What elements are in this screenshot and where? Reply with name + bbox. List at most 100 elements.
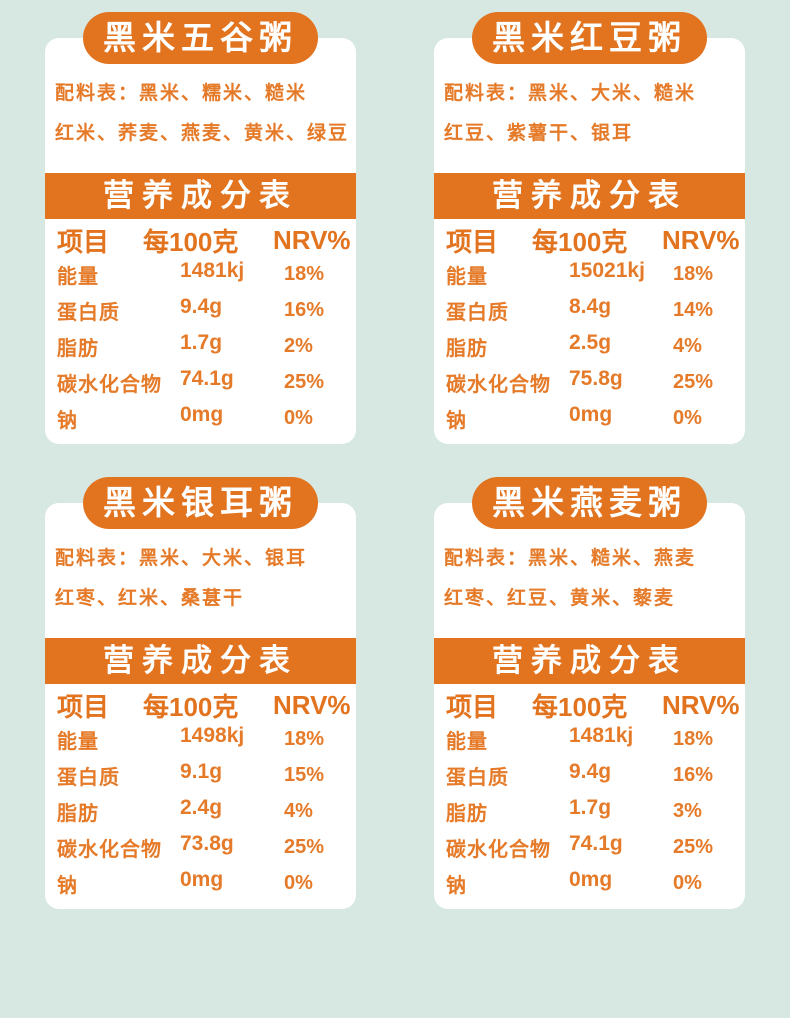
row-per100g-value: 75.8g <box>569 367 623 390</box>
row-item-label: 钠 <box>57 409 78 432</box>
row-nrv-value: 4% <box>284 799 313 822</box>
row-per100g-value: 1481kj <box>569 724 634 747</box>
row-nrv-value: 4% <box>673 334 702 357</box>
row-item-label: 钠 <box>446 874 467 897</box>
table-row: 碳水化合物 73.8g 25% <box>57 829 350 865</box>
row-nrv-value: 3% <box>673 799 702 822</box>
row-per100g-value: 9.4g <box>569 760 612 783</box>
table-row: 钠 0mg 0% <box>57 400 350 436</box>
ingredients-line-2: 红豆、紫薯干、银耳 <box>444 123 634 144</box>
ingredients-line-2: 红米、荞麦、燕麦、黄米、绿豆 <box>55 123 350 144</box>
row-item-label: 能量 <box>57 265 99 288</box>
ingredients-line-1: 配料表：黑米、大米、糙米 <box>444 83 697 104</box>
nutrition-table: 项目 每100克 NRV% 能量 1498kj 18% 蛋白质 9.1g 15%… <box>57 687 351 901</box>
table-header-row: 项目 每100克 NRV% <box>57 687 351 722</box>
table-row: 碳水化合物 75.8g 25% <box>446 364 739 400</box>
table-header-row: 项目 每100克 NRV% <box>57 222 351 257</box>
table-row: 蛋白质 9.4g 16% <box>57 292 350 328</box>
nutrition-banner: 营养成分表 <box>434 638 745 684</box>
ingredients-line-2: 红枣、红米、桑葚干 <box>55 588 245 609</box>
row-per100g-value: 1481kj <box>180 259 245 282</box>
row-nrv-value: 0% <box>673 406 702 429</box>
row-nrv-value: 16% <box>673 763 714 786</box>
table-row: 蛋白质 8.4g 14% <box>446 292 739 328</box>
row-nrv-value: 0% <box>284 871 313 894</box>
row-nrv-value: 25% <box>673 370 714 393</box>
header-item: 项目 <box>57 227 110 257</box>
nutrition-banner: 营养成分表 <box>434 173 745 219</box>
product-title: 黑米银耳粥 <box>103 484 298 521</box>
row-per100g-value: 2.5g <box>569 331 612 354</box>
product-title: 黑米燕麦粥 <box>492 484 687 521</box>
table-row: 蛋白质 9.4g 16% <box>446 757 739 793</box>
header-nrv: NRV% <box>273 690 351 720</box>
row-per100g-value: 2.4g <box>180 796 223 819</box>
row-item-label: 碳水化合物 <box>446 373 551 396</box>
header-per100g: 每100克 <box>532 227 628 257</box>
card-body: 配料表：黑米、大米、银耳 红枣、红米、桑葚干 营养成分表 项目 每100克 NR… <box>45 503 356 909</box>
card-body: 配料表：黑米、大米、糙米 红豆、紫薯干、银耳 营养成分表 项目 每100克 NR… <box>434 38 745 444</box>
row-nrv-value: 25% <box>673 835 714 858</box>
table-row: 脂肪 1.7g 2% <box>57 328 350 364</box>
table-row: 脂肪 2.5g 4% <box>446 328 739 364</box>
row-item-label: 蛋白质 <box>446 301 509 324</box>
product-card: 黑米银耳粥 配料表：黑米、大米、银耳 红枣、红米、桑葚干 营养成分表 项目 每1… <box>45 477 356 909</box>
row-per100g-value: 74.1g <box>569 832 623 855</box>
row-per100g-value: 73.8g <box>180 832 234 855</box>
ingredients-list: 配料表：黑米、糙米、燕麦 红枣、红豆、黄米、藜麦 <box>444 539 745 619</box>
header-nrv: NRV% <box>662 690 740 720</box>
row-nrv-value: 18% <box>284 262 325 285</box>
row-item-label: 蛋白质 <box>57 766 120 789</box>
nutrition-banner: 营养成分表 <box>45 638 356 684</box>
row-item-label: 蛋白质 <box>446 766 509 789</box>
row-per100g-value: 15021kj <box>569 259 645 282</box>
row-per100g-value: 1498kj <box>180 724 245 747</box>
ingredients-list: 配料表：黑米、糯米、糙米 红米、荞麦、燕麦、黄米、绿豆 <box>55 74 356 154</box>
table-row: 脂肪 2.4g 4% <box>57 793 350 829</box>
row-item-label: 能量 <box>57 730 99 753</box>
product-card: 黑米五谷粥 配料表：黑米、糯米、糙米 红米、荞麦、燕麦、黄米、绿豆 营养成分表 … <box>45 12 356 444</box>
row-nrv-value: 0% <box>284 406 313 429</box>
row-nrv-value: 25% <box>284 370 325 393</box>
row-item-label: 能量 <box>446 730 488 753</box>
product-title-pill: 黑米红豆粥 <box>472 12 707 64</box>
table-row: 脂肪 1.7g 3% <box>446 793 739 829</box>
row-per100g-value: 0mg <box>569 868 613 891</box>
table-row: 蛋白质 9.1g 15% <box>57 757 350 793</box>
row-nrv-value: 14% <box>673 298 714 321</box>
table-row: 钠 0mg 0% <box>57 865 350 901</box>
row-item-label: 钠 <box>57 874 78 897</box>
table-header-row: 项目 每100克 NRV% <box>446 687 740 722</box>
product-title: 黑米五谷粥 <box>103 19 298 56</box>
row-item-label: 碳水化合物 <box>57 373 162 396</box>
card-body: 配料表：黑米、糙米、燕麦 红枣、红豆、黄米、藜麦 营养成分表 项目 每100克 … <box>434 503 745 909</box>
nutrition-table: 项目 每100克 NRV% 能量 15021kj 18% 蛋白质 8.4g 14… <box>446 222 740 436</box>
header-per100g: 每100克 <box>143 692 239 722</box>
row-nrv-value: 0% <box>673 871 702 894</box>
row-nrv-value: 15% <box>284 763 325 786</box>
row-nrv-value: 18% <box>673 262 714 285</box>
product-title-pill: 黑米五谷粥 <box>83 12 318 64</box>
row-nrv-value: 16% <box>284 298 325 321</box>
row-nrv-value: 25% <box>284 835 325 858</box>
card-body: 配料表：黑米、糯米、糙米 红米、荞麦、燕麦、黄米、绿豆 营养成分表 项目 每10… <box>45 38 356 444</box>
ingredients-line-1: 配料表：黑米、大米、银耳 <box>55 548 308 569</box>
table-row: 碳水化合物 74.1g 25% <box>57 364 350 400</box>
product-title-pill: 黑米银耳粥 <box>83 477 318 529</box>
table-row: 钠 0mg 0% <box>446 865 739 901</box>
row-item-label: 钠 <box>446 409 467 432</box>
row-item-label: 脂肪 <box>446 337 488 360</box>
row-item-label: 碳水化合物 <box>446 838 551 861</box>
row-item-label: 脂肪 <box>57 802 99 825</box>
table-row: 碳水化合物 74.1g 25% <box>446 829 739 865</box>
row-per100g-value: 9.4g <box>180 295 223 318</box>
header-per100g: 每100克 <box>532 692 628 722</box>
table-row: 能量 15021kj 18% <box>446 256 739 292</box>
ingredients-line-1: 配料表：黑米、糯米、糙米 <box>55 83 308 104</box>
row-nrv-value: 18% <box>284 727 325 750</box>
header-item: 项目 <box>57 692 110 722</box>
header-nrv: NRV% <box>662 225 740 255</box>
nutrition-banner: 营养成分表 <box>45 173 356 219</box>
row-item-label: 脂肪 <box>446 802 488 825</box>
